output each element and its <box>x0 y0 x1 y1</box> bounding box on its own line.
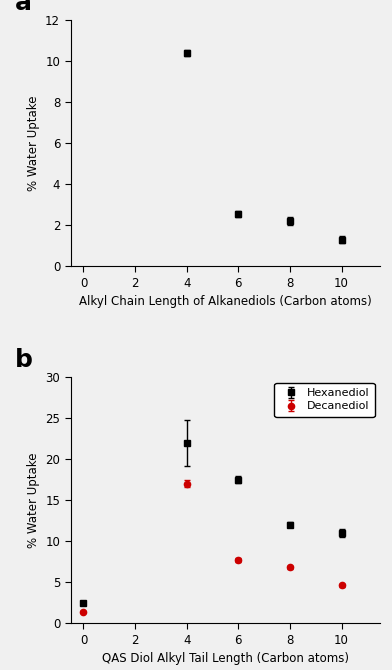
Text: b: b <box>15 348 33 372</box>
X-axis label: QAS Diol Alkyl Tail Length (Carbon atoms): QAS Diol Alkyl Tail Length (Carbon atoms… <box>102 652 349 665</box>
X-axis label: Alkyl Chain Length of Alkanediols (Carbon atoms): Alkyl Chain Length of Alkanediols (Carbo… <box>79 295 372 308</box>
Y-axis label: % Water Uptake: % Water Uptake <box>27 452 40 548</box>
Y-axis label: % Water Uptake: % Water Uptake <box>27 95 40 191</box>
Text: a: a <box>15 0 32 15</box>
Legend: Hexanediol, Decanediol: Hexanediol, Decanediol <box>274 383 375 417</box>
